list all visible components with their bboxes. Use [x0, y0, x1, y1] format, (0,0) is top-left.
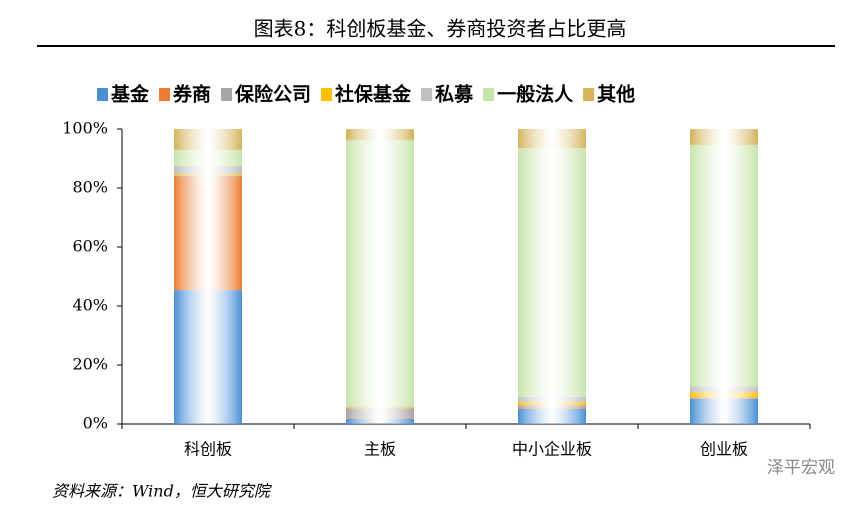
- y-tick-label: 20%: [72, 355, 108, 374]
- y-tick-label: 0%: [83, 414, 108, 433]
- legend-label: 社保基金: [334, 83, 412, 106]
- bar-segment: [346, 408, 414, 419]
- bar-segment: [518, 129, 586, 148]
- legend-label: 保险公司: [234, 83, 311, 106]
- x-tick-label: 主板: [364, 440, 396, 459]
- legend-swatch: [421, 88, 433, 101]
- legend-swatch: [583, 88, 595, 101]
- bar-segment: [518, 396, 586, 403]
- legend-swatch: [483, 88, 495, 101]
- bar-segment: [518, 405, 586, 409]
- bar-segment: [690, 129, 758, 145]
- y-tick-label: 80%: [72, 178, 108, 197]
- bar-segment: [174, 174, 242, 176]
- legend-label: 私募: [435, 84, 474, 106]
- bar-segment: [690, 397, 758, 399]
- y-tick-label: 60%: [72, 237, 108, 256]
- legend-swatch: [97, 88, 108, 101]
- legend-label: 基金: [110, 83, 150, 106]
- bar-segment: [174, 175, 242, 177]
- bar-segment: [174, 129, 242, 150]
- legend-label: 其他: [597, 83, 635, 106]
- bar-segment: [518, 408, 586, 409]
- bar-segment: [690, 386, 758, 393]
- chart-title: 图表8：科创板基金、券商投资者占比更高: [254, 17, 627, 41]
- bar-segment: [518, 147, 586, 397]
- bar-segment: [346, 418, 414, 424]
- legend-swatch: [159, 88, 171, 101]
- bar-segment: [174, 149, 242, 166]
- bar-segment: [690, 398, 758, 424]
- bar-segment: [346, 406, 414, 408]
- bar-segment: [346, 407, 414, 409]
- bar-segment: [174, 165, 242, 175]
- legend-swatch: [321, 88, 333, 101]
- bar-segment: [346, 139, 414, 407]
- legend-label: 券商: [172, 83, 211, 106]
- y-tick-label: 100%: [62, 119, 108, 138]
- bar-segment: [174, 290, 242, 424]
- bar-segment: [346, 418, 414, 419]
- legend-label: 一般法人: [497, 83, 574, 106]
- legend-swatch: [221, 88, 233, 101]
- bar-segment: [690, 144, 758, 387]
- y-tick-label: 40%: [72, 296, 108, 315]
- bar-segment: [346, 129, 414, 140]
- x-tick-label: 创业板: [700, 440, 748, 459]
- bar-segment: [518, 402, 586, 406]
- x-tick-label: 科创板: [184, 440, 232, 459]
- bar-segment: [690, 392, 758, 398]
- bar-segment: [690, 398, 758, 399]
- bar-segment: [518, 408, 586, 424]
- watermark: 泽平宏观: [767, 458, 835, 478]
- bar-segment: [174, 176, 242, 291]
- x-tick-label: 中小企业板: [512, 440, 592, 459]
- source: 资料来源：Wind，恒大研究院: [52, 482, 273, 501]
